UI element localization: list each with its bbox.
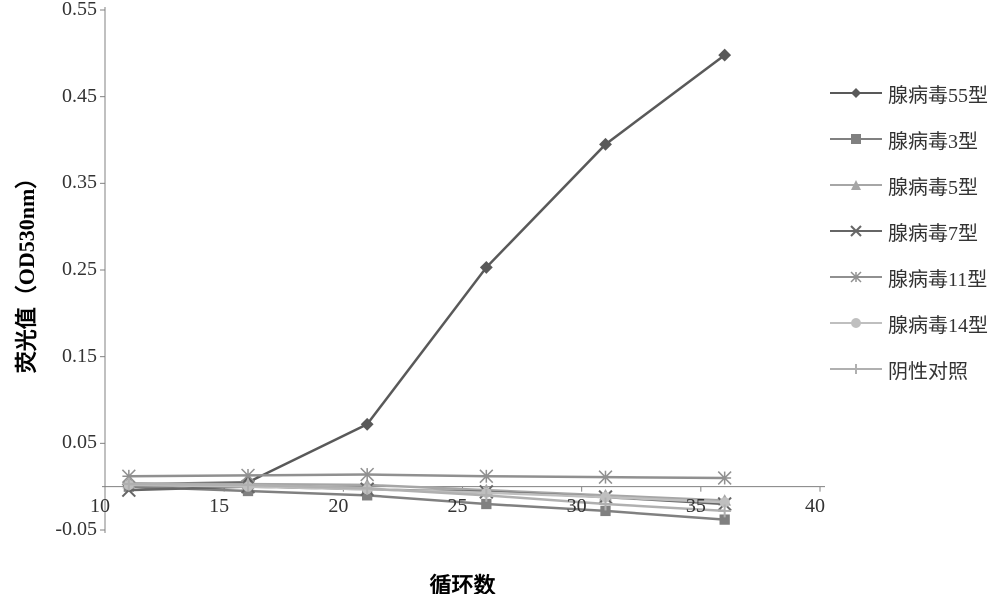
y-tick-label: 0.05 [62, 431, 97, 454]
legend-swatch [830, 313, 882, 333]
legend-label: 腺病毒14型 [888, 309, 988, 338]
legend-swatch [830, 221, 882, 241]
legend: 腺病毒55型腺病毒3型腺病毒5型腺病毒7型腺病毒11型腺病毒14型阴性对照 [830, 70, 988, 392]
y-axis-label: 荧光值（OD530nm） [9, 167, 41, 374]
legend-label: 阴性对照 [888, 355, 968, 384]
x-axis-label: 循环数 [105, 568, 820, 594]
chart-container: 荧光值（OD530nm） 循环数 10 15 20 25 30 35 40 -0.05 0.05… [0, 0, 1000, 594]
x-tick-label: 40 [805, 495, 825, 518]
legend-label: 腺病毒7型 [888, 217, 978, 246]
x-tick-label: 30 [567, 495, 587, 518]
legend-item: 腺病毒5型 [830, 162, 988, 208]
y-tick-label: 0.55 [62, 0, 97, 21]
legend-label: 腺病毒55型 [888, 79, 988, 108]
y-tick-label: 0.25 [62, 258, 97, 281]
legend-label: 腺病毒3型 [888, 125, 978, 154]
legend-swatch [830, 359, 882, 379]
x-tick-label: 15 [209, 495, 229, 518]
legend-item: 腺病毒11型 [830, 254, 988, 300]
legend-label: 腺病毒11型 [888, 263, 987, 292]
legend-swatch [830, 175, 882, 195]
y-tick-label: -0.05 [55, 518, 97, 541]
legend-swatch [830, 267, 882, 287]
x-tick-label: 35 [686, 495, 706, 518]
legend-item: 阴性对照 [830, 346, 988, 392]
x-tick-label: 20 [328, 495, 348, 518]
legend-item: 腺病毒55型 [830, 70, 988, 116]
legend-label: 腺病毒5型 [888, 171, 978, 200]
legend-swatch [830, 129, 882, 149]
legend-item: 腺病毒14型 [830, 300, 988, 346]
y-tick-label: 0.15 [62, 345, 97, 368]
legend-item: 腺病毒7型 [830, 208, 988, 254]
x-tick-label: 10 [90, 495, 110, 518]
legend-swatch [830, 83, 882, 103]
legend-item: 腺病毒3型 [830, 116, 988, 162]
y-tick-label: 0.45 [62, 85, 97, 108]
x-tick-label: 25 [448, 495, 468, 518]
y-tick-label: 0.35 [62, 171, 97, 194]
